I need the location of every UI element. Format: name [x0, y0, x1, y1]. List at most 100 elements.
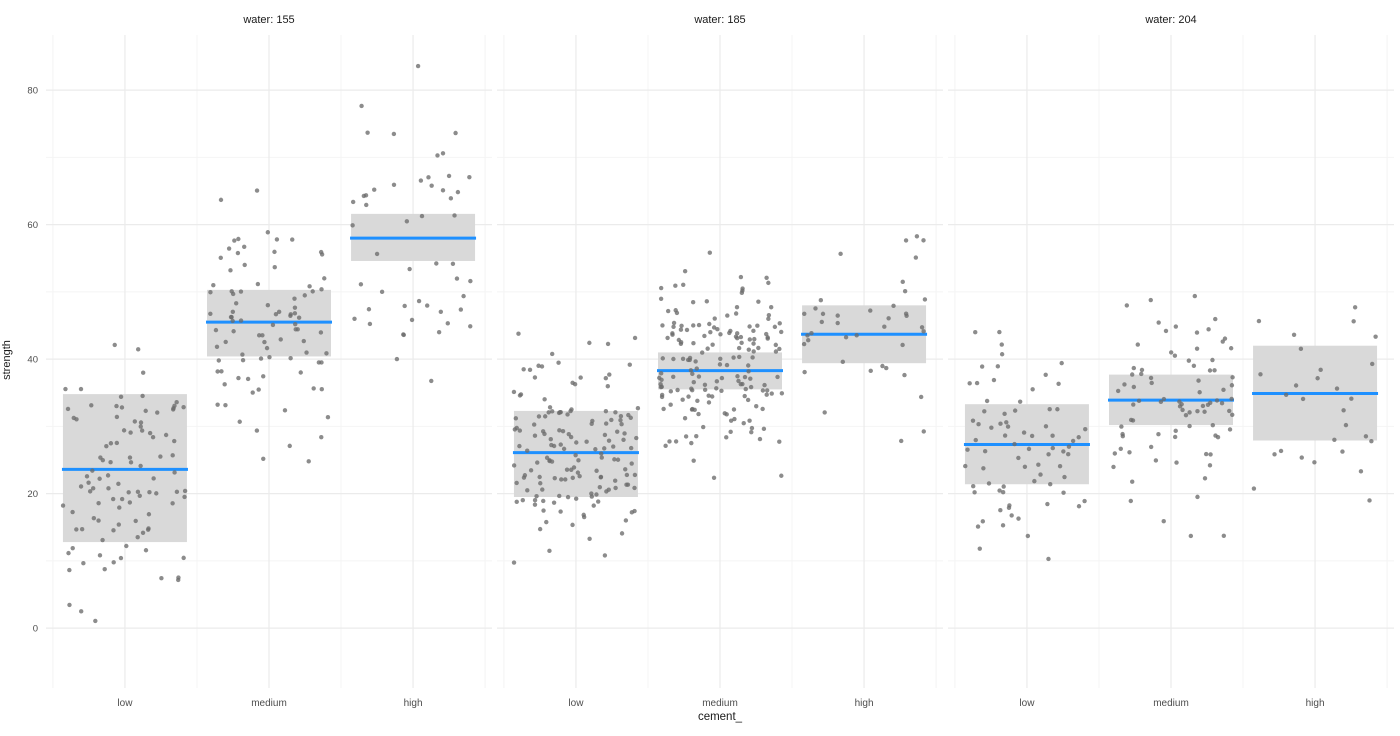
jitter-point — [429, 183, 434, 188]
jitter-point — [245, 376, 251, 382]
jitter-point — [213, 327, 219, 333]
jitter-point — [96, 518, 101, 523]
jitter-point — [1120, 431, 1125, 437]
jitter-point — [236, 236, 241, 242]
jitter-point — [1036, 462, 1041, 467]
jitter-point — [742, 374, 748, 380]
jitter-point — [226, 246, 232, 251]
jitter-point — [734, 304, 740, 310]
jitter-point — [182, 494, 187, 500]
jitter-point — [1112, 451, 1118, 456]
jitter-point — [426, 175, 431, 180]
jitter-point — [89, 403, 94, 408]
jitter-point — [1299, 455, 1304, 460]
jitter-point — [1070, 438, 1076, 444]
jitter-point — [1213, 316, 1218, 322]
jitter-point — [632, 335, 638, 341]
jitter-point — [914, 234, 920, 239]
jitter-point — [972, 490, 977, 495]
jitter-point — [702, 382, 708, 388]
jitter-point — [1017, 399, 1023, 404]
jitter-point — [764, 331, 769, 337]
jitter-point — [750, 355, 755, 360]
jitter-point — [1363, 434, 1369, 439]
jitter-point — [854, 333, 859, 338]
jitter-point — [752, 336, 757, 342]
jitter-point — [319, 360, 324, 365]
jitter-point — [761, 426, 767, 432]
jitter-point — [746, 347, 752, 352]
jitter-point — [301, 338, 306, 344]
jitter-point — [805, 333, 810, 338]
jitter-point — [735, 374, 740, 379]
jitter-point — [525, 448, 530, 453]
jitter-point — [711, 325, 717, 330]
jitter-point — [228, 268, 233, 273]
jitter-point — [468, 278, 473, 284]
jitter-point — [67, 602, 72, 608]
jitter-point — [731, 407, 737, 412]
jitter-point — [416, 298, 422, 304]
jitter-point — [1009, 513, 1014, 518]
jitter-point — [835, 313, 840, 318]
jitter-point — [126, 490, 131, 495]
jitter-point — [1158, 399, 1164, 405]
jitter-point — [989, 425, 994, 430]
jitter-point — [746, 363, 751, 368]
jitter-point — [214, 344, 220, 349]
y-axis-title: strength — [1, 340, 13, 380]
jitter-point — [143, 548, 149, 553]
jitter-point — [238, 289, 244, 294]
jitter-point — [563, 477, 568, 482]
jitter-point — [1046, 556, 1051, 562]
jitter-point — [1187, 423, 1192, 429]
jitter-point — [542, 431, 547, 437]
jitter-point — [977, 546, 982, 551]
jitter-point — [84, 474, 90, 479]
jitter-point — [536, 414, 542, 419]
jitter-point — [1156, 432, 1161, 437]
jitter-point — [1048, 482, 1053, 487]
jitter-point — [1163, 328, 1169, 334]
jitter-point — [1191, 363, 1197, 369]
jitter-point — [560, 428, 566, 434]
jitter-point — [231, 329, 236, 334]
jitter-point — [1196, 378, 1201, 383]
jitter-point — [623, 467, 628, 472]
jitter-point — [584, 439, 589, 444]
jitter-point — [1153, 458, 1159, 463]
jitter-point — [565, 494, 571, 500]
jitter-point — [1055, 407, 1060, 412]
jitter-point — [208, 311, 213, 317]
jitter-point — [267, 354, 272, 360]
jitter-point — [223, 402, 228, 408]
jitter-point — [659, 377, 664, 382]
jitter-point — [921, 329, 926, 334]
jitter-point — [364, 202, 369, 208]
jitter-point — [1002, 433, 1008, 438]
jitter-point — [891, 303, 896, 309]
jitter-point — [419, 213, 425, 219]
jitter-point — [597, 484, 603, 490]
jitter-point — [1059, 360, 1064, 366]
jitter-point — [435, 153, 440, 158]
jitter-point — [138, 424, 143, 429]
jitter-point — [272, 265, 277, 270]
jitter-point — [1343, 422, 1349, 428]
jitter-point — [691, 341, 696, 346]
jitter-point — [1046, 452, 1051, 457]
jitter-point — [181, 555, 186, 561]
jitter-point — [611, 444, 616, 449]
jitter-point — [1173, 428, 1178, 434]
jitter-point — [558, 442, 563, 447]
jitter-point — [215, 402, 220, 407]
jitter-point — [578, 375, 583, 380]
jitter-point — [565, 412, 570, 417]
jitter-point — [230, 309, 236, 314]
jitter-point — [573, 496, 579, 501]
jitter-point — [60, 503, 66, 508]
jitter-point — [751, 349, 756, 354]
jitter-point — [624, 482, 629, 487]
jitter-point — [573, 452, 578, 458]
jitter-point — [1221, 533, 1227, 539]
